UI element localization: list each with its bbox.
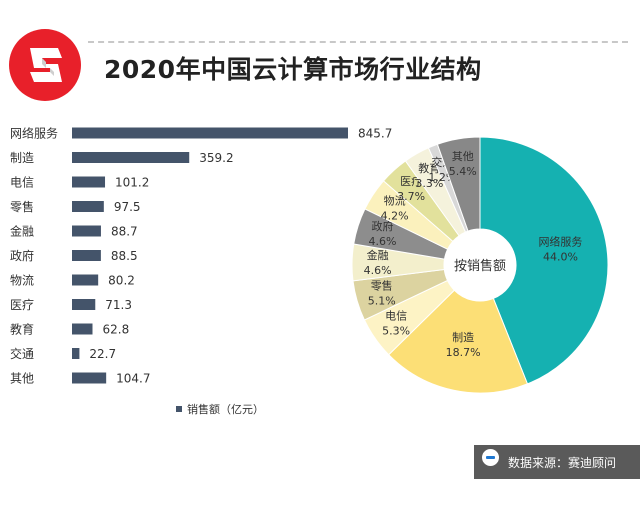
category-label: 交通 [10, 346, 34, 361]
slice-percent: 3.7% [397, 190, 425, 203]
value-label: 104.7 [116, 372, 150, 386]
slice-percent: 5.1% [368, 295, 396, 308]
slice-label: 其他 [452, 150, 474, 163]
donut-hole [444, 229, 516, 301]
slice-label: 教育 [418, 161, 440, 175]
slice-label: 医疗 [400, 174, 422, 188]
category-label: 物流 [10, 274, 34, 288]
slice-label: 金融 [367, 248, 389, 262]
value-label: 845.7 [358, 127, 392, 141]
category-label: 其他 [10, 372, 34, 386]
bar [72, 176, 106, 188]
slice-label: 电信 [385, 310, 407, 323]
value-label: 71.3 [105, 298, 132, 312]
slice-label: 物流 [384, 193, 406, 207]
legend-swatch [176, 406, 182, 412]
brand-logo-icon [9, 29, 81, 101]
value-label: 88.5 [111, 249, 138, 263]
bar [72, 372, 107, 384]
value-label: 62.8 [102, 323, 129, 337]
slice-percent: 4.6% [368, 235, 396, 248]
category-label: 金融 [10, 224, 34, 239]
category-label: 电信 [10, 176, 34, 190]
source-info-icon [480, 447, 501, 468]
legend-label: 销售额（亿元） [187, 402, 264, 416]
slice-label: 零售 [371, 279, 393, 293]
bar [72, 274, 99, 286]
bar [72, 250, 101, 261]
bar [72, 348, 80, 359]
value-label: 359.2 [199, 151, 233, 165]
page-title: 2020年中国云计算市场行业结构 [104, 55, 482, 84]
category-label: 政府 [10, 248, 34, 263]
category-label: 教育 [10, 322, 34, 337]
value-label: 88.7 [111, 225, 138, 239]
value-label: 97.5 [114, 200, 141, 214]
value-label: 22.7 [89, 347, 116, 361]
title-divider [88, 41, 628, 43]
bar-chart: 网络服务 845.7 制造 359.2 电信 101.2 零售 97.5 金融 88.7 政府 88.… [10, 126, 392, 417]
category-label: 制造 [10, 151, 34, 165]
value-label: 101.2 [115, 176, 149, 190]
bar [72, 299, 96, 310]
donut-chart: 网络服务44.0%制造18.7%电信5.3%零售5.1%金融4.6%政府4.6%… [351, 136, 609, 394]
category-label: 网络服务 [10, 126, 58, 141]
bar [72, 152, 190, 163]
slice-label: 政府 [371, 219, 393, 233]
slice-percent: 18.7% [446, 346, 481, 359]
slice-percent: 44.0% [543, 251, 578, 264]
category-label: 零售 [10, 199, 34, 214]
slice-label: 网络服务 [538, 235, 582, 249]
bar [72, 323, 93, 335]
slice-percent: 5.4% [449, 165, 477, 178]
donut-center-label: 按销售额 [454, 258, 506, 274]
source-text: 数据来源：赛迪顾问 [508, 456, 617, 470]
value-label: 80.2 [108, 274, 135, 288]
slice-percent: 4.6% [364, 264, 392, 277]
slice-percent: 3.3% [415, 177, 443, 190]
bar [72, 225, 101, 237]
category-label: 医疗 [10, 298, 34, 312]
slice-percent: 4.2% [381, 209, 409, 222]
slice-percent: 5.3% [382, 325, 410, 338]
source-banner: 数据来源：赛迪顾问 [474, 445, 640, 479]
bar [72, 127, 348, 139]
slice-label: 制造 [452, 330, 474, 344]
bar [72, 201, 104, 212]
